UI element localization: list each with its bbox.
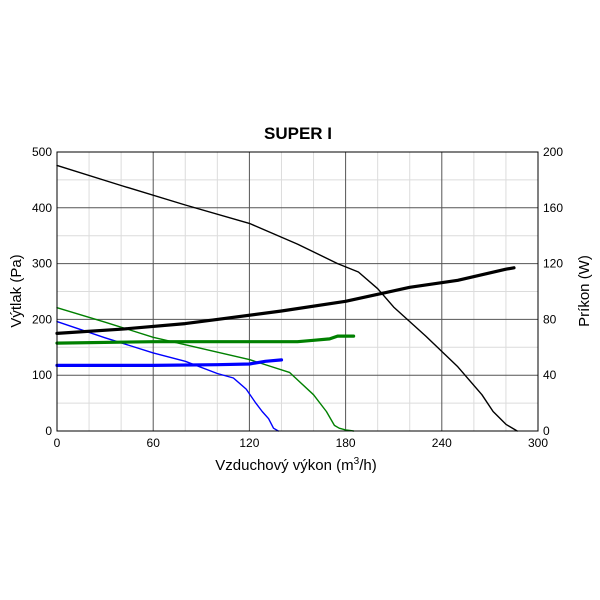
x-tick-label: 240	[432, 436, 452, 450]
y2-tick-label: 80	[543, 312, 557, 326]
y2-tick-label: 120	[543, 257, 563, 271]
series-line-3-pressure	[56, 320, 279, 432]
x-tick-label: 60	[147, 436, 161, 450]
y2-tick-label: 40	[543, 368, 557, 382]
series-line-5-power	[55, 334, 356, 345]
y2-axis-label: Príkon (W)	[576, 255, 593, 327]
x-axis-label-main: Vzduchový výkon (m	[215, 457, 353, 474]
x-tick-label: 180	[336, 436, 356, 450]
y-tick-label: 500	[32, 145, 52, 159]
y-tick-label: 0	[45, 424, 52, 438]
y-tick-label: 300	[32, 257, 52, 271]
series-line-6-power	[55, 358, 284, 367]
plot-frame	[56, 151, 539, 432]
y-axis-label: Výtlak (Pa)	[8, 254, 25, 327]
series-line-4-power	[55, 266, 516, 335]
y-tick-label: 200	[32, 312, 52, 326]
x-axis-label-tail: /h)	[359, 457, 377, 474]
y2-tick-label: 0	[543, 424, 550, 438]
series-line-2-pressure	[56, 307, 355, 432]
x-tick-label: 120	[239, 436, 259, 450]
x-axis-label-superscript: 3	[354, 456, 360, 467]
x-axis-label: Vzduchový výkon (m3/h)	[215, 456, 376, 474]
y-tick-label: 400	[32, 201, 52, 215]
y2-tick-label: 160	[543, 201, 563, 215]
x-tick-label: 0	[54, 436, 61, 450]
chart-title: SUPER I	[264, 124, 332, 143]
y2-tick-label: 200	[543, 145, 563, 159]
tick-labels: 0 60 120 180 240 3000100200300400500040801201…	[32, 145, 563, 450]
y-tick-label: 100	[32, 368, 52, 382]
x-tick-label: 300	[528, 436, 548, 450]
series-line-1-pressure	[56, 164, 518, 432]
series-lines	[55, 164, 518, 432]
